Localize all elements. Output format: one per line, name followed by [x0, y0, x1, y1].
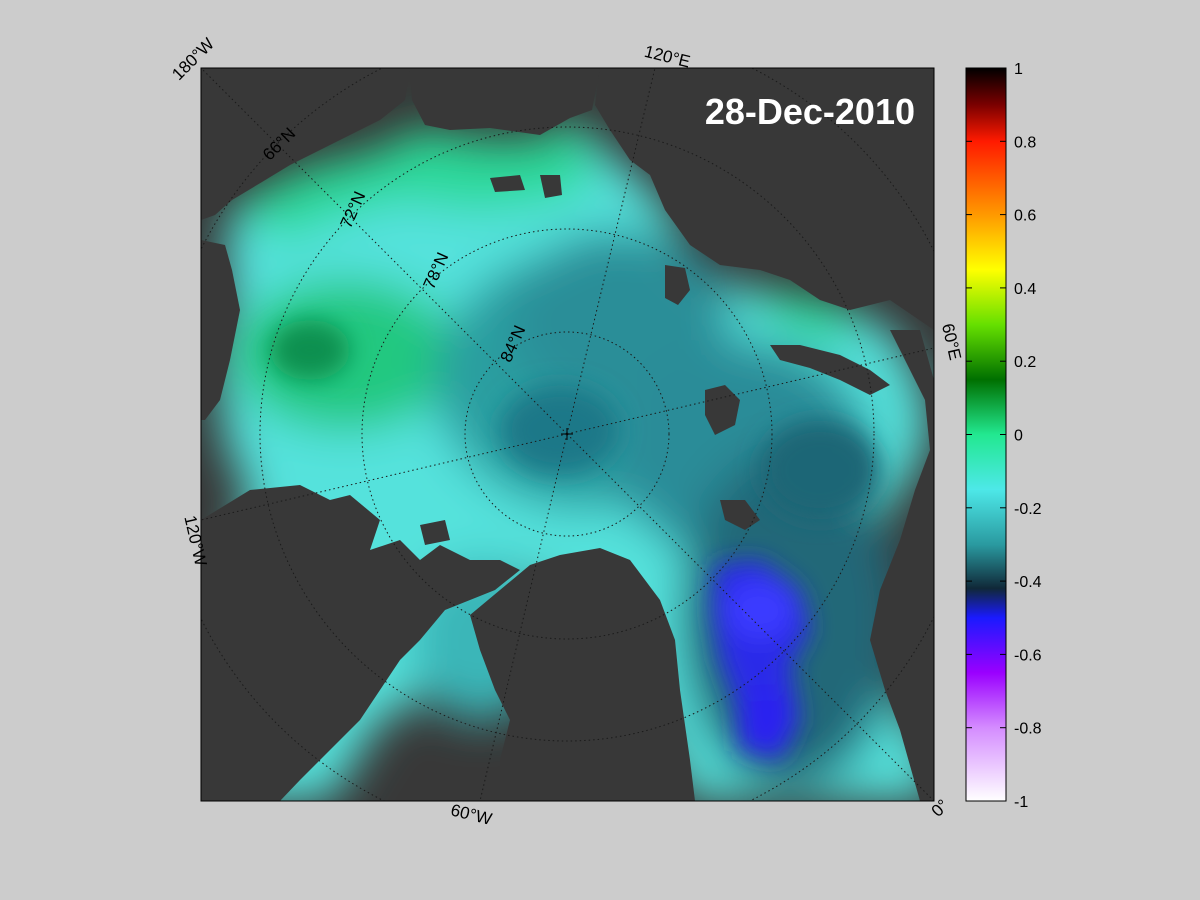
- colorbar-ticks: 1 0.8 0.6 0.4 0.2 0 -0.2 -0.4 -0.6 -0.8 -1: [966, 61, 1042, 811]
- colorbar-tick-label: 0: [1014, 428, 1023, 445]
- taymyr: [410, 68, 600, 135]
- colorbar-tick-label: -0.4: [1014, 574, 1042, 591]
- colorbar: 1 0.8 0.6 0.4 0.2 0 -0.2 -0.4 -0.6 -0.8 -1: [965, 61, 1042, 811]
- pole-marker: [561, 428, 573, 440]
- graticule: [201, 68, 934, 801]
- chukotka: [201, 68, 410, 220]
- franz-josef-land: [665, 265, 690, 305]
- svalbard: [705, 385, 740, 435]
- colorbar-tick-label: 0.8: [1014, 134, 1036, 151]
- lon-label-120e: 120°E: [642, 42, 692, 72]
- colorbar-tick-label: -0.2: [1014, 501, 1042, 518]
- greenland: [470, 548, 695, 801]
- canadian-archipelago: [201, 485, 520, 801]
- novaya-zemlya: [770, 345, 890, 395]
- map-frame: [200, 67, 935, 802]
- lon-label-60e: 60°E: [938, 322, 965, 362]
- ocean-detail: [270, 320, 880, 760]
- colorbar-tick-label: 1: [1014, 61, 1023, 78]
- eurasia-right: [870, 330, 934, 801]
- date-label: 28-Dec-2010: [705, 91, 915, 132]
- alaska: [201, 240, 240, 420]
- colorbar-tick-label: 0.6: [1014, 208, 1036, 225]
- colorbar-tick-label: -0.8: [1014, 721, 1042, 738]
- colorbar-tick-label: -1: [1014, 794, 1028, 811]
- colorbar-tick-label: 0.4: [1014, 281, 1036, 298]
- map-panel: 28-Dec-2010: [201, 68, 934, 801]
- colorbar-tick-label: -0.6: [1014, 647, 1042, 664]
- lon-label-60w: 60°W: [449, 800, 494, 829]
- colorbar-tick-label: 0.2: [1014, 354, 1036, 371]
